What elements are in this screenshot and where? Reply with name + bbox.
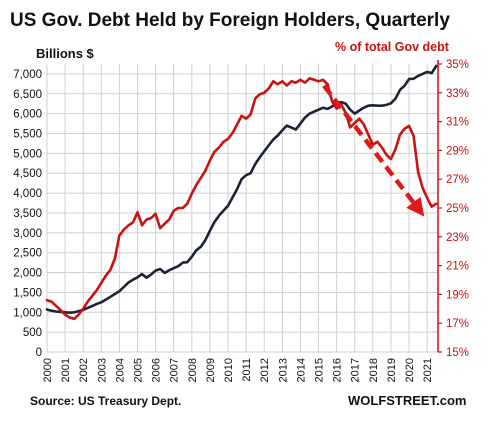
x-tick-label: 2006 xyxy=(151,358,163,382)
right-tick-label: 33% xyxy=(446,88,469,100)
grid xyxy=(46,64,438,353)
x-tick-label: 2012 xyxy=(259,358,271,382)
left-tick-label: 500 xyxy=(23,327,42,339)
x-tick-label: 2021 xyxy=(422,358,434,382)
left-tick-label: 5,500 xyxy=(13,129,42,141)
x-axis-ticks: 2000 2001 2002 2003 2004 2005 2006 2007 2008 2009… xyxy=(42,358,434,382)
left-tick-label: 3,000 xyxy=(13,228,42,240)
x-tick-label: 2002 xyxy=(78,358,90,382)
left-tick-label: 1,000 xyxy=(13,307,42,319)
left-axis-label: Billions $ xyxy=(36,46,95,61)
left-tick-label: 4,000 xyxy=(13,188,42,200)
right-tick-label: 29% xyxy=(446,145,469,157)
x-tick-label: 2013 xyxy=(277,358,289,382)
right-tick-label: 27% xyxy=(446,174,469,186)
brand-mark: WOLFSTREET.com xyxy=(348,393,466,408)
x-tick-label: 2020 xyxy=(404,358,416,382)
x-tick-label: 2018 xyxy=(368,358,380,382)
chart-title: US Gov. Debt Held by Foreign Holders, Qu… xyxy=(10,10,450,31)
left-tick-label: 2,000 xyxy=(13,268,42,280)
left-tick-label: 4,500 xyxy=(13,168,42,180)
x-tick-label: 2009 xyxy=(205,358,217,382)
right-tick-label: 35% xyxy=(446,59,469,71)
source-note: Source: US Treasury Dept. xyxy=(30,394,181,408)
left-tick-label: 6,000 xyxy=(13,109,42,121)
series-line-percent xyxy=(45,77,438,321)
x-tick-label: 2008 xyxy=(187,358,199,382)
right-axis-ticks: 15% 17% 19% 21% 23% 25% 27% 29% 31% 33% 35% xyxy=(438,59,469,359)
x-tick-label: 2011 xyxy=(241,358,253,382)
left-tick-label: 0 xyxy=(36,347,42,359)
x-tick-label: 2019 xyxy=(386,358,398,382)
x-tick-label: 2007 xyxy=(169,358,181,382)
right-axis-label: % of total Gov debt xyxy=(335,40,450,54)
annotation-layer xyxy=(322,84,425,217)
left-tick-label: 3,500 xyxy=(13,208,42,220)
x-tick-label: 2004 xyxy=(114,358,126,382)
x-tick-label: 2005 xyxy=(133,358,145,382)
right-tick-label: 15% xyxy=(446,347,469,359)
left-tick-label: 2,500 xyxy=(13,248,42,260)
trend-arrow xyxy=(322,84,425,217)
x-tick-label: 2014 xyxy=(295,358,307,382)
x-tick-label: 2015 xyxy=(314,358,326,382)
right-tick-label: 19% xyxy=(446,289,469,301)
left-axis-ticks: 0 500 1,000 1,500 2,000 2,500 3,000 3,500 4,000 4… xyxy=(13,69,42,359)
left-tick-label: 1,500 xyxy=(13,287,42,299)
series-layer xyxy=(45,64,438,321)
right-tick-label: 21% xyxy=(446,261,469,273)
x-tick-label: 2010 xyxy=(223,358,235,382)
right-tick-label: 31% xyxy=(446,117,469,129)
right-tick-label: 17% xyxy=(446,318,469,330)
x-tick-label: 2000 xyxy=(42,358,54,382)
left-tick-label: 5,000 xyxy=(13,148,42,160)
x-tick-label: 2017 xyxy=(350,358,362,382)
x-tick-label: 2003 xyxy=(96,358,108,382)
right-tick-label: 23% xyxy=(446,232,469,244)
left-tick-label: 7,000 xyxy=(13,69,42,81)
x-tick-label: 2016 xyxy=(332,358,344,382)
left-tick-label: 6,500 xyxy=(13,89,42,101)
right-tick-label: 25% xyxy=(446,203,469,215)
x-tick-label: 2001 xyxy=(60,358,72,382)
series-line-billions xyxy=(45,64,438,314)
